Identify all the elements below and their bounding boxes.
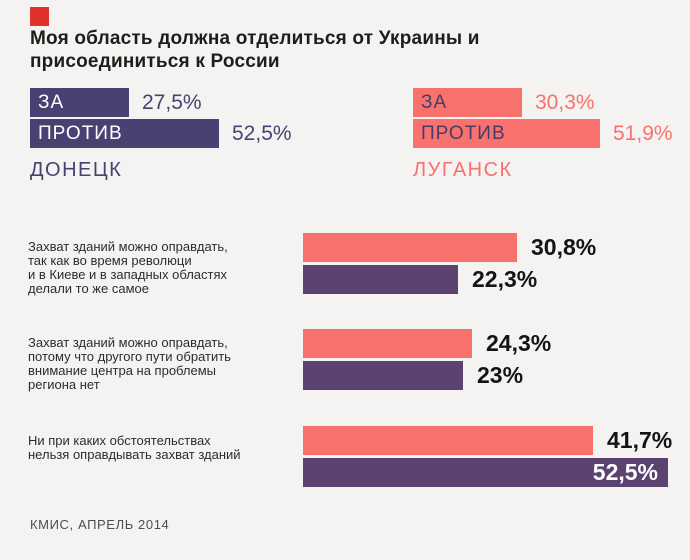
luhansk-summary-block: ЗА 30,3% ПРОТИВ 51,9% ЛУГАНСК: [413, 88, 673, 182]
question-1-purple-row: 22,3%: [303, 265, 596, 294]
donetsk-protiv-bar: ПРОТИВ: [30, 119, 219, 148]
question-1-line-2: так как во время революци: [28, 253, 192, 268]
question-3-line-1: Ни при каких обстоятельствах: [28, 433, 211, 448]
donetsk-protiv-bar-label: ПРОТИВ: [38, 122, 123, 144]
donetsk-region-name: ДОНЕЦК: [30, 159, 123, 181]
luhansk-protiv-value: 51,9%: [613, 121, 673, 145]
question-3-bars: 41,7% 52,5%: [303, 426, 672, 490]
question-1-line-4: делали то же самое: [28, 281, 149, 296]
donetsk-protiv-value: 52,5%: [232, 121, 292, 145]
luhansk-region-name: ЛУГАНСК: [413, 159, 513, 181]
donetsk-za-row: ЗА 27,5%: [30, 88, 292, 117]
question-2-bars: 24,3% 23%: [303, 329, 551, 393]
question-3-coral-bar: [303, 426, 593, 455]
luhansk-za-row: ЗА 30,3%: [413, 88, 673, 117]
brand-red-square-icon: [30, 7, 49, 26]
luhansk-protiv-row: ПРОТИВ 51,9%: [413, 119, 673, 148]
question-3-coral-value: 41,7%: [607, 427, 673, 453]
donetsk-za-bar-label: ЗА: [38, 91, 65, 113]
question-3-purple-bar: 52,5%: [303, 458, 668, 487]
question-2-line-3: внимание центра на проблемы: [28, 363, 217, 378]
luhansk-za-bar: ЗА: [413, 88, 522, 117]
question-3-text: Ни при каких обстоятельствах нельзя опра…: [28, 434, 296, 462]
question-1-coral-row: 30,8%: [303, 233, 596, 262]
question-1-text: Захват зданий можно оправдать, так как в…: [28, 240, 296, 296]
donetsk-summary-block: ЗА 27,5% ПРОТИВ 52,5% ДОНЕЦК: [30, 88, 292, 182]
question-3-purple-row: 52,5%: [303, 458, 672, 487]
question-2-text: Захват зданий можно оправдать, потому чт…: [28, 336, 296, 392]
question-2-purple-row: 23%: [303, 361, 551, 390]
question-1-line-1: Захват зданий можно оправдать,: [28, 239, 228, 254]
question-3-purple-value: 52,5%: [592, 459, 658, 485]
luhansk-za-value: 30,3%: [535, 90, 595, 114]
question-1-purple-bar: [303, 265, 458, 294]
donetsk-za-bar: ЗА: [30, 88, 129, 117]
question-2-purple-bar: [303, 361, 463, 390]
question-1-line-3: и в Киеве и в западных областях: [28, 267, 228, 282]
title-line-2: присоединиться к России: [30, 51, 280, 73]
question-2-coral-value: 24,3%: [486, 330, 552, 356]
question-2-line-4: региона нет: [28, 377, 100, 392]
title-line-1: Моя область должна отделиться от Украины…: [30, 28, 480, 49]
donetsk-za-value: 27,5%: [142, 90, 202, 114]
donetsk-protiv-row: ПРОТИВ 52,5%: [30, 119, 292, 148]
question-1-coral-bar: [303, 233, 517, 262]
question-2-line-2: потому что другого пути обратить: [28, 349, 231, 364]
source-caption: КМИС, АПРЕЛЬ 2014: [30, 517, 170, 532]
luhansk-protiv-bar: ПРОТИВ: [413, 119, 600, 148]
question-1-coral-value: 30,8%: [531, 234, 597, 260]
question-2-purple-value: 23%: [477, 362, 524, 388]
question-1-purple-value: 22,3%: [472, 266, 538, 292]
question-2-coral-row: 24,3%: [303, 329, 551, 358]
luhansk-za-bar-label: ЗА: [421, 91, 448, 113]
question-1-bars: 30,8% 22,3%: [303, 233, 596, 297]
luhansk-protiv-bar-label: ПРОТИВ: [421, 122, 506, 144]
page-title: Моя область должна отделиться от Украины…: [30, 27, 650, 73]
question-2-coral-bar: [303, 329, 472, 358]
question-3-line-2: нельзя оправдывать захват зданий: [28, 447, 241, 462]
question-2-line-1: Захват зданий можно оправдать,: [28, 335, 228, 350]
question-3-coral-row: 41,7%: [303, 426, 672, 455]
